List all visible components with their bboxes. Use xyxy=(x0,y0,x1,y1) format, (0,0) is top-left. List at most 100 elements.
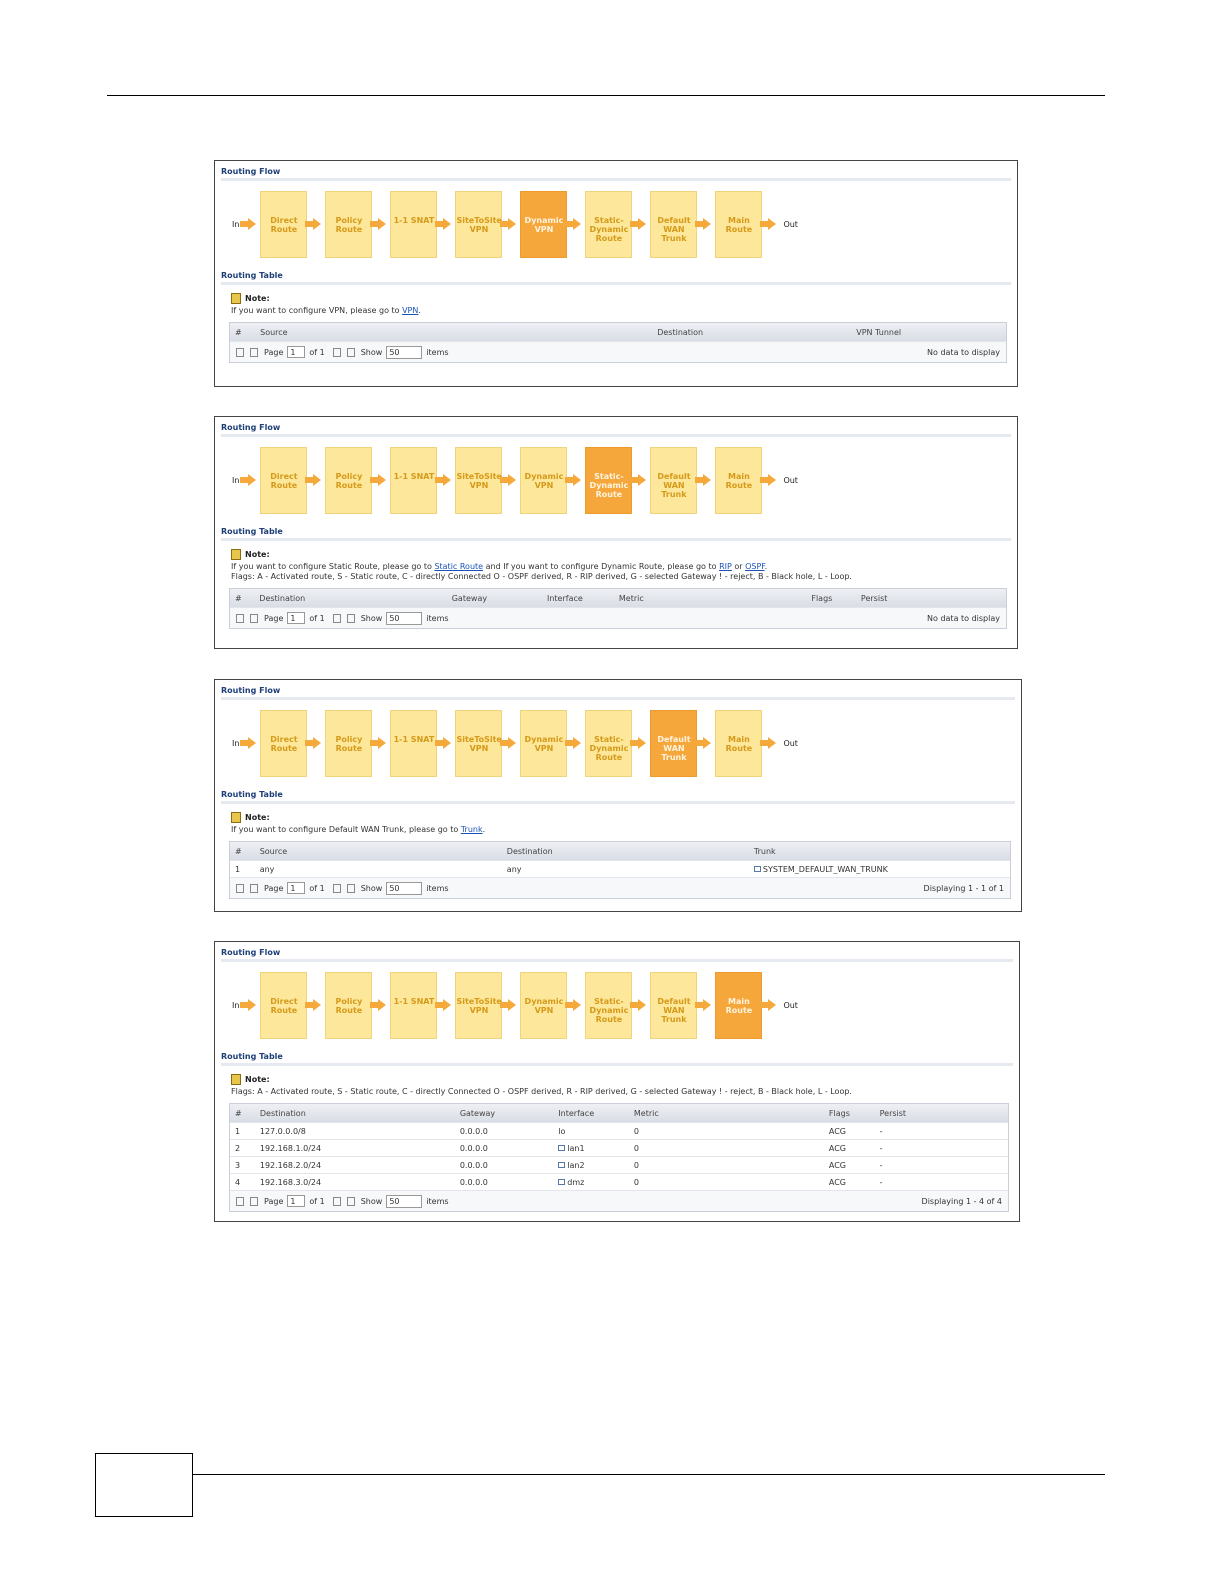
flow-step[interactable]: Default WAN Trunk xyxy=(650,446,698,514)
trunk-link[interactable]: SYSTEM_DEFAULT_WAN_TRUNK xyxy=(762,864,888,874)
page-input[interactable]: 1 xyxy=(287,346,306,358)
flow-step[interactable]: 1-1 SNAT xyxy=(390,971,438,1039)
flow-step[interactable]: Policy Route xyxy=(325,190,373,258)
flow-step[interactable]: Dynamic VPN xyxy=(520,190,568,258)
flow-step[interactable]: SiteToSite VPN xyxy=(455,446,503,514)
section-title: Routing Table xyxy=(221,1052,1013,1066)
flow-step[interactable]: Dynamic VPN xyxy=(520,446,568,514)
column-header[interactable]: # xyxy=(235,593,242,603)
flow-step[interactable]: Dynamic VPN xyxy=(520,709,568,777)
interface-link[interactable]: lan1 xyxy=(567,1143,585,1153)
column-header[interactable]: Interface xyxy=(546,593,583,603)
table-cell: 0.0.0.0 xyxy=(459,1143,488,1153)
next-page-button[interactable] xyxy=(332,1196,341,1206)
flow-step[interactable]: Main Route xyxy=(715,971,763,1039)
table-cell: 2 xyxy=(235,1143,241,1153)
next-page-button[interactable] xyxy=(332,613,341,623)
column-header[interactable]: Source xyxy=(259,846,288,856)
note-link[interactable]: RIP xyxy=(719,562,732,571)
flow-step[interactable]: Direct Route xyxy=(260,971,308,1039)
prev-page-button[interactable] xyxy=(250,1196,258,1206)
flow-step[interactable]: Static-Dynamic Route xyxy=(585,971,633,1039)
flow-step[interactable]: SiteToSite VPN xyxy=(455,971,503,1039)
flow-step[interactable]: SiteToSite VPN xyxy=(455,190,503,258)
last-page-button[interactable] xyxy=(346,883,355,893)
flow-step[interactable]: Direct Route xyxy=(260,446,308,514)
flow-step[interactable]: 1-1 SNAT xyxy=(390,709,438,777)
column-header[interactable]: Interface xyxy=(558,1108,595,1118)
flow-step[interactable]: 1-1 SNAT xyxy=(390,446,438,514)
table-cell: 0 xyxy=(633,1126,639,1136)
page-size-select[interactable]: 50 xyxy=(386,345,423,359)
flow-step[interactable]: Direct Route xyxy=(260,709,308,777)
note-header: Note: xyxy=(231,549,1011,560)
next-page-button[interactable] xyxy=(332,883,341,893)
note-link[interactable]: OSPF xyxy=(745,562,765,571)
flow-step[interactable]: Direct Route xyxy=(260,190,308,258)
page-size-select[interactable]: 50 xyxy=(386,611,423,625)
flow-step[interactable]: Main Route xyxy=(715,709,763,777)
page-size-select[interactable]: 50 xyxy=(386,1194,423,1208)
table-cell: - xyxy=(879,1143,883,1153)
table-cell: ACG xyxy=(828,1177,847,1187)
flow-step[interactable]: Default WAN Trunk xyxy=(650,709,698,777)
last-page-button[interactable] xyxy=(346,613,355,623)
flow-step[interactable]: Static-Dynamic Route xyxy=(585,446,633,514)
last-page-button[interactable] xyxy=(346,1196,355,1206)
column-header[interactable]: Destination xyxy=(259,1108,306,1118)
interface-link[interactable]: dmz xyxy=(567,1177,585,1187)
column-header[interactable]: VPN Tunnel xyxy=(856,327,902,337)
flow-step[interactable]: Default WAN Trunk xyxy=(650,190,698,258)
column-header[interactable]: Gateway xyxy=(459,1108,496,1118)
interface-link[interactable]: lan2 xyxy=(567,1160,585,1170)
column-header[interactable]: Persist xyxy=(879,1108,907,1118)
table-cell: lo xyxy=(558,1126,566,1136)
note-link[interactable]: VPN xyxy=(402,306,419,315)
column-header[interactable]: Metric xyxy=(633,1108,659,1118)
column-header[interactable]: Destination xyxy=(506,846,553,856)
flow-step[interactable]: Policy Route xyxy=(325,709,373,777)
last-page-button[interactable] xyxy=(346,347,355,357)
prev-page-button[interactable] xyxy=(250,613,258,623)
next-page-button[interactable] xyxy=(332,347,341,357)
column-header[interactable]: Metric xyxy=(618,593,644,603)
flow-step[interactable]: Main Route xyxy=(715,446,763,514)
flow-step[interactable]: Main Route xyxy=(715,190,763,258)
flow-step[interactable]: SiteToSite VPN xyxy=(455,709,503,777)
first-page-button[interactable] xyxy=(236,613,244,623)
column-header[interactable]: Flags xyxy=(828,1108,850,1118)
routing-flow: In Direct Route Policy Route 1-1 SNAT SiteTo… xyxy=(229,970,1013,1040)
flow-step[interactable]: 1-1 SNAT xyxy=(390,190,438,258)
column-header[interactable]: # xyxy=(235,1108,242,1118)
flow-arrow xyxy=(370,999,387,1011)
column-header[interactable]: Source xyxy=(260,327,288,337)
page-size-select[interactable]: 50 xyxy=(386,881,423,895)
first-page-button[interactable] xyxy=(236,883,244,893)
note-link[interactable]: Trunk xyxy=(460,825,483,834)
page-input[interactable]: 1 xyxy=(287,612,306,624)
note-text: . xyxy=(418,306,421,315)
column-header[interactable]: Destination xyxy=(657,327,704,337)
column-header[interactable]: Flags xyxy=(811,593,833,603)
column-header[interactable]: Trunk xyxy=(753,846,776,856)
column-header[interactable]: # xyxy=(235,327,242,337)
page-input[interactable]: 1 xyxy=(287,1195,306,1207)
prev-page-button[interactable] xyxy=(250,883,258,893)
column-header[interactable]: Destination xyxy=(259,593,306,603)
flow-step[interactable]: Static-Dynamic Route xyxy=(585,190,633,258)
flow-step[interactable]: Static-Dynamic Route xyxy=(585,709,633,777)
flow-step[interactable]: Policy Route xyxy=(325,446,373,514)
first-page-button[interactable] xyxy=(236,347,244,357)
column-header[interactable]: Persist xyxy=(860,593,888,603)
flow-step[interactable]: Policy Route xyxy=(325,971,373,1039)
prev-page-button[interactable] xyxy=(250,347,258,357)
table-cell: 0.0.0.0 xyxy=(459,1126,488,1136)
page-label: Page xyxy=(264,1196,284,1206)
note-link[interactable]: Static Route xyxy=(434,562,484,571)
flow-step[interactable]: Dynamic VPN xyxy=(520,971,568,1039)
first-page-button[interactable] xyxy=(236,1196,244,1206)
flow-step[interactable]: Default WAN Trunk xyxy=(650,971,698,1039)
page-input[interactable]: 1 xyxy=(287,882,306,894)
column-header[interactable]: # xyxy=(235,846,242,856)
column-header[interactable]: Gateway xyxy=(451,593,488,603)
